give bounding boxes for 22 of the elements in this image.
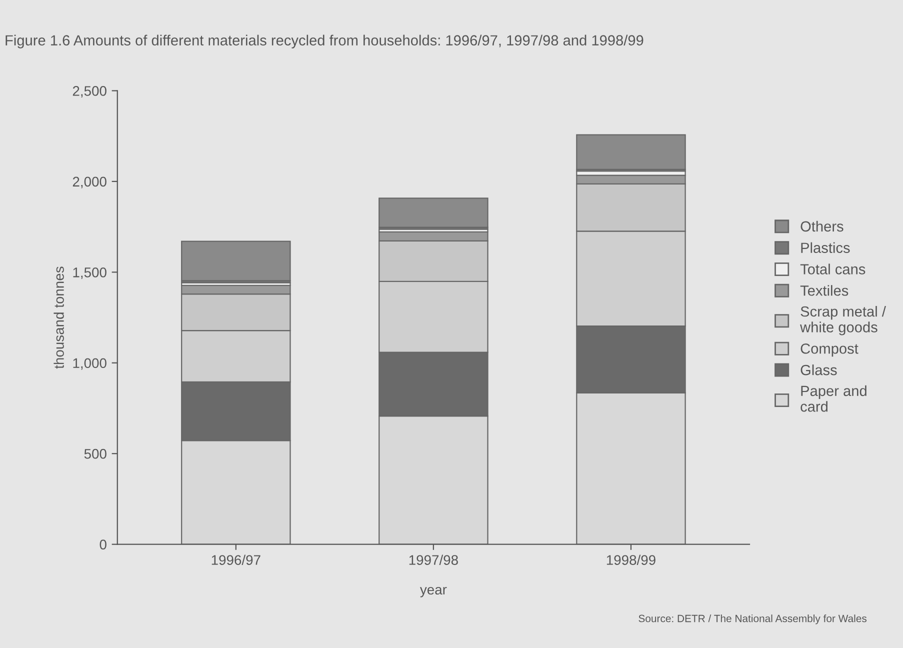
legend-label: Textiles (800, 285, 848, 296)
legend-label: Plastics (801, 242, 850, 253)
legend-label: Glass (800, 364, 837, 376)
y-tick-label: 1,500 (73, 267, 106, 279)
bar (181, 240, 291, 282)
x-tick-label: 1997/98 (409, 554, 458, 565)
legend-label: Paper and card (800, 385, 866, 412)
y-tick-label: 2,000 (72, 176, 106, 188)
x-tick-label: 1998/99 (606, 554, 656, 565)
x-axis-title: year (420, 586, 447, 598)
legend-label: Others (800, 220, 844, 232)
y-tick-label: 2,500 (72, 86, 106, 98)
legend-label: Total cans (800, 264, 866, 274)
y-axis-title: thousand tonnes (54, 266, 64, 369)
y-tick-label: 0 (100, 540, 106, 550)
chart-title: Figure 1.6 Amounts of different materials recycled from households: 1996/97, 1997/98 and 1998/99 (6, 34, 644, 48)
x-tick-label: 1996/97 (212, 554, 260, 565)
legend-label: Scrap metal / white goods (800, 306, 886, 336)
source-note: Source: DETR / The National Assembly for Wales (638, 614, 867, 624)
y-tick-label: 500 (84, 448, 106, 459)
legend-label: Compost (800, 343, 858, 357)
y-tick-label: 1,000 (73, 358, 106, 370)
